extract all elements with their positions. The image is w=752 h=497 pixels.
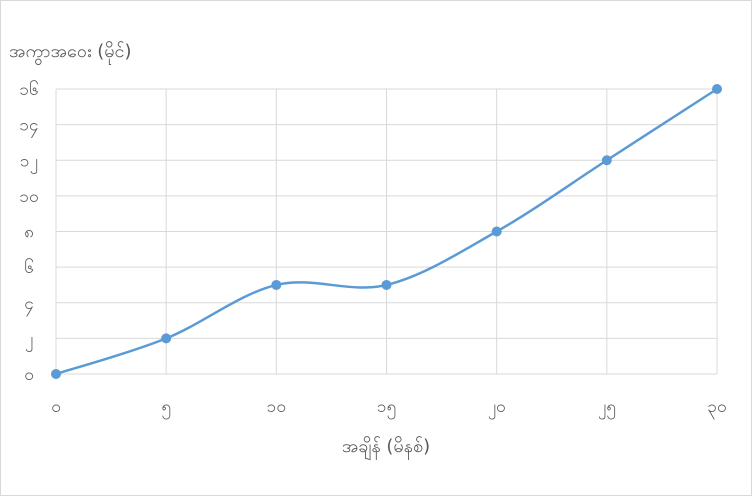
x-tick-label: ၀ (51, 397, 61, 417)
x-tick-label: ၅ (161, 397, 171, 420)
x-tick-labels: ၀ ၅ ၁၀ ၁၅ ၂၀ ၂၅ ၃၀ (51, 397, 726, 420)
data-point (271, 279, 282, 290)
y-tick-label: ၁၂ (20, 151, 38, 174)
x-tick-label: ၂၀ (488, 397, 506, 420)
data-point (601, 155, 612, 166)
y-tick-label: ၁၀ (19, 187, 38, 207)
data-point (51, 369, 61, 379)
y-tick-label: ၁၆ (19, 79, 38, 100)
y-tick-label: ၆ (24, 257, 34, 278)
x-tick-label: ၂၅ (598, 397, 616, 420)
x-axis-title: အချိန် (မိနစ်) (342, 436, 430, 460)
x-tick-label: ၃၀ (707, 397, 726, 420)
data-point (712, 84, 722, 94)
y-tick-label: ၈ (24, 223, 34, 243)
x-tick-label: ၁၅ (377, 397, 396, 420)
grid-lines (55, 88, 718, 375)
y-tick-label: ၂ (25, 329, 33, 352)
series-layer (51, 84, 722, 379)
y-tick-labels: ၀ ၂ ၄ ၆ ၈ ၁၀ ၁၂ ၁၄ ၁၆ (19, 79, 38, 385)
data-point (381, 279, 392, 290)
y-tick-label: ၄ (24, 294, 34, 317)
x-tick-label: ၁၀ (267, 397, 286, 417)
y-axis-title: အကွာအဝေး (မိုင်) (9, 41, 132, 65)
data-point (161, 333, 172, 344)
data-point (491, 226, 502, 237)
y-tick-label: ၁၄ (19, 116, 38, 139)
y-tick-label: ၀ (24, 365, 34, 385)
